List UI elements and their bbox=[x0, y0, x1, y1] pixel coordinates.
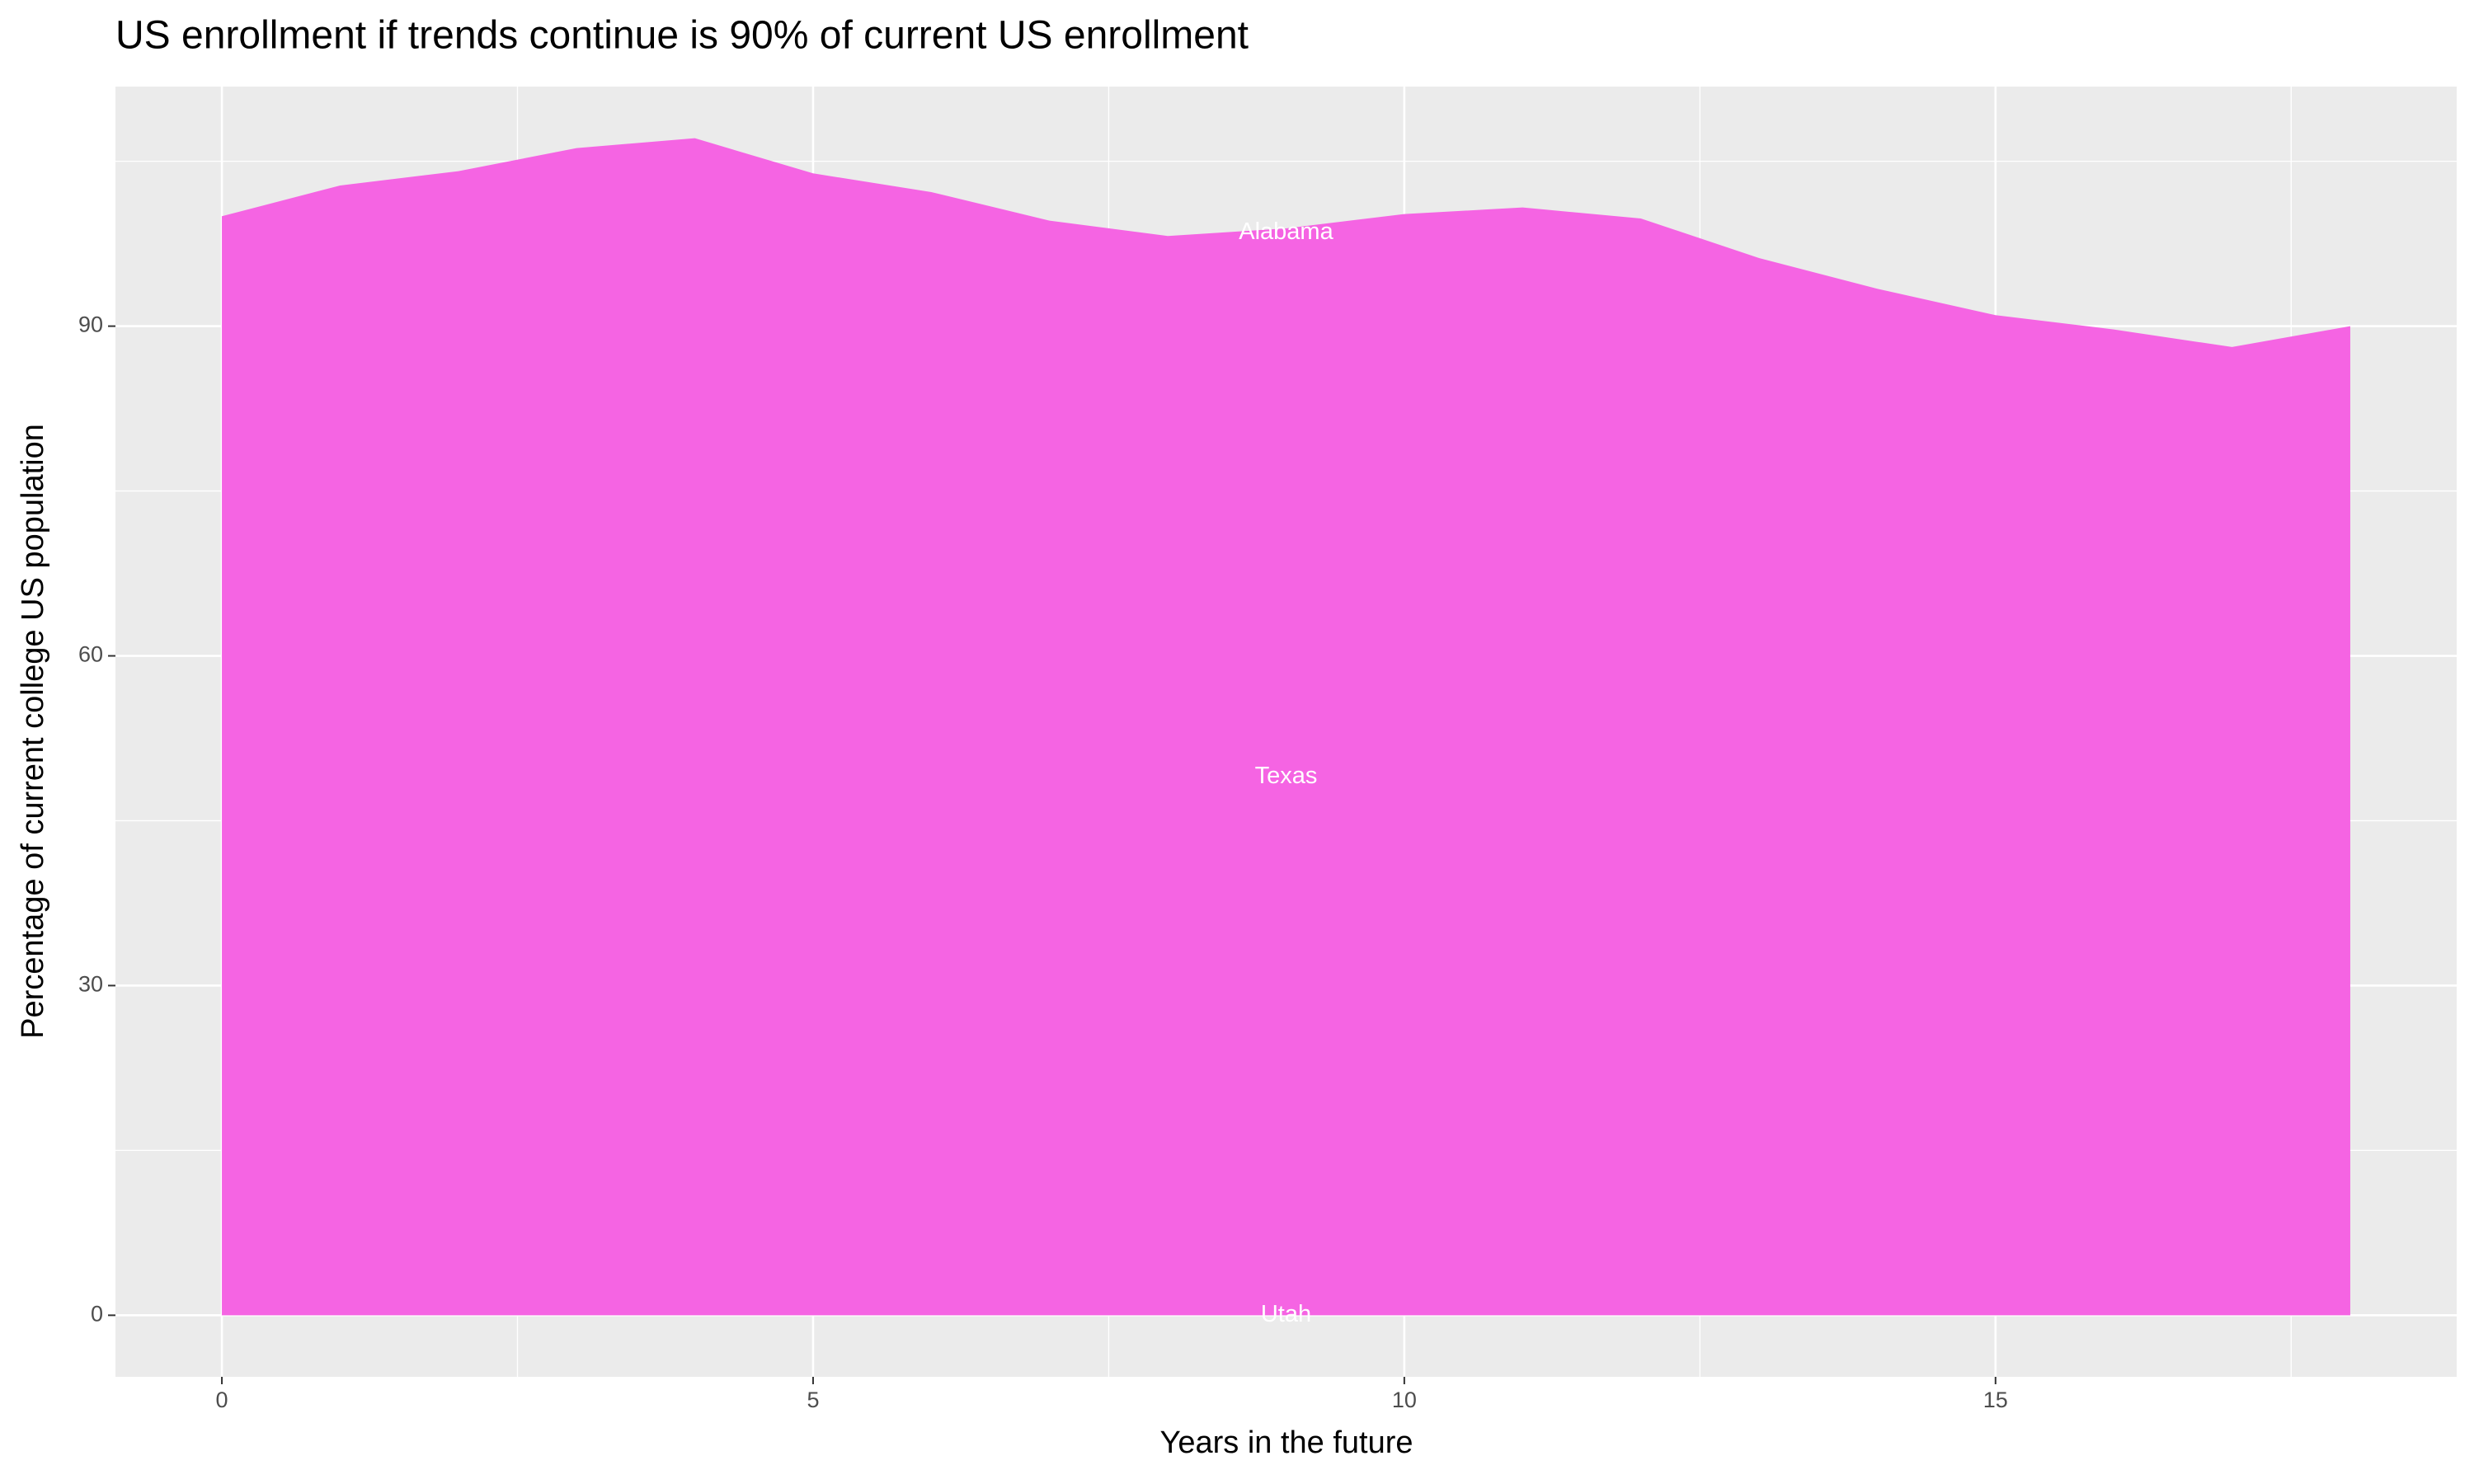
x-axis-title: Years in the future bbox=[1159, 1425, 1413, 1460]
chart-title: US enrollment if trends continue is 90% … bbox=[115, 14, 1249, 58]
area bbox=[222, 138, 2350, 1316]
annotation: Alabama bbox=[1239, 218, 1333, 245]
x-tick-label: 5 bbox=[807, 1388, 819, 1412]
y-tick-label: 30 bbox=[78, 972, 103, 997]
x-tick-label: 15 bbox=[1983, 1388, 2008, 1412]
y-tick-label: 90 bbox=[78, 312, 103, 337]
y-tick-label: 60 bbox=[78, 642, 103, 667]
y-axis-title: Percentage of current college US populat… bbox=[16, 424, 50, 1039]
y-tick-label: 0 bbox=[91, 1301, 103, 1326]
x-tick-label: 10 bbox=[1392, 1388, 1417, 1412]
x-tick-label: 0 bbox=[216, 1388, 228, 1412]
annotation: Utah bbox=[1261, 1301, 1311, 1327]
annotation: Texas bbox=[1255, 763, 1318, 789]
